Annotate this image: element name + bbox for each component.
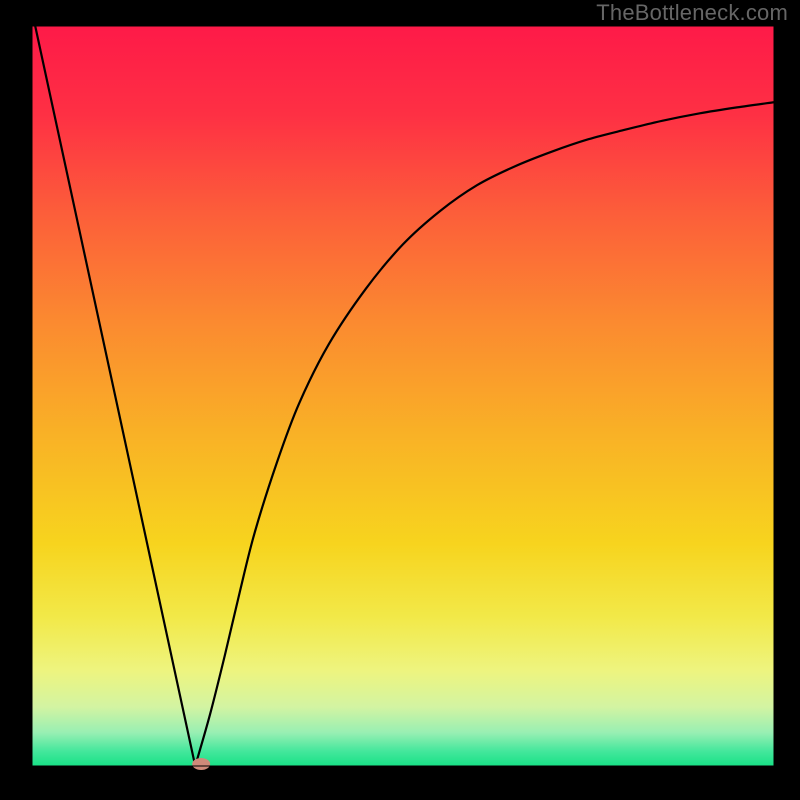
gradient-background xyxy=(32,26,774,766)
minimum-marker xyxy=(192,758,210,770)
bottleneck-chart xyxy=(0,0,800,800)
watermark-text: TheBottleneck.com xyxy=(596,0,788,26)
chart-container: TheBottleneck.com xyxy=(0,0,800,800)
